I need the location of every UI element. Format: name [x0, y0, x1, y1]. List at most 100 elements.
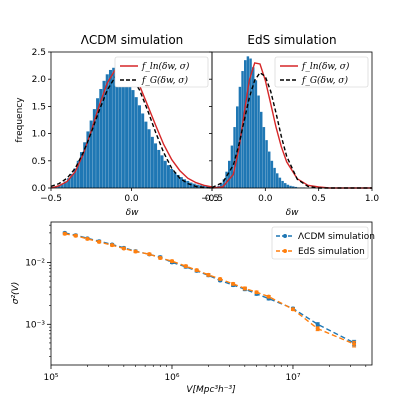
lcdm-hist-bar [183, 179, 187, 188]
lcdm-xtick-label: 0.5 [205, 194, 219, 204]
variance-eds-point [169, 259, 174, 264]
panel-lcdm-xlabel: δw [126, 208, 140, 218]
panel-lcdm-legend-g-label: f_G(δw, σ) [141, 75, 188, 86]
variance-xtick-label: 10⁵ [43, 373, 58, 383]
panel-eds-frame [211, 51, 373, 189]
lcdm-hist-bar [137, 105, 141, 188]
eds-hist-bar [284, 183, 287, 188]
variance-eds-point [206, 272, 211, 277]
lcdm-hist-bar [157, 149, 161, 188]
lcdm-hist-bar [63, 181, 67, 188]
panel-lcdm-title: ΛCDM simulation [81, 33, 184, 47]
panel-lcdm-plot-area [50, 64, 213, 189]
panel-variance-legend-lcdm-marker [283, 234, 287, 238]
eds-hist-bar [278, 177, 282, 188]
panel-eds-title: EdS simulation [247, 33, 336, 47]
lcdm-hist-bar [73, 168, 77, 188]
variance-eds-point [85, 236, 90, 241]
eds-xtick-label: 1.0 [365, 194, 380, 204]
lcdm-hist-bar [170, 168, 174, 188]
variance-lcdm-point [315, 322, 320, 327]
lcdm-ytick-label: 1.5 [32, 102, 46, 112]
eds-hist-bar [241, 71, 244, 188]
lcdm-ytick-label: 0.0 [32, 184, 47, 194]
lcdm-hist-bar [67, 178, 71, 188]
eds-hist-bar [292, 186, 295, 188]
panel-eds-legend: f_ln(δw, σ) f_G(δw, σ) [274, 56, 369, 88]
lcdm-hist-bar [125, 77, 129, 188]
variance-eds-point [183, 264, 188, 269]
lcdm-hist-bar [141, 113, 145, 188]
eds-hist-bar [233, 127, 236, 188]
lcdm-hist-bar [176, 174, 180, 188]
lcdm-hist-bar [89, 120, 93, 188]
variance-eds-point [242, 286, 247, 291]
eds-hist-bar [273, 167, 276, 188]
eds-hist-bar [257, 95, 260, 188]
panel-variance-legend-eds-marker [283, 249, 287, 253]
lcdm-xtick-label: 0.0 [124, 194, 139, 204]
variance-eds-point [62, 231, 67, 236]
lcdm-hist-bar [160, 155, 164, 188]
panel-variance-plot-area [62, 230, 357, 348]
lcdm-hist-bar [102, 80, 106, 188]
eds-hist-bar [289, 185, 292, 188]
lcdm-hist-bar [166, 165, 170, 188]
panel-variance-ticks: 10⁵ 10⁶ 10⁷ 10⁻³ 10⁻² [25, 224, 367, 383]
variance-eds-point [254, 290, 259, 295]
lcdm-xtick-label: −0.5 [40, 194, 62, 204]
panel-lcdm-legend: f_ln(δw, σ) f_G(δw, σ) [114, 56, 209, 88]
eds-hist-bar [281, 180, 284, 188]
panel-eds-legend-g-label: f_G(δw, σ) [301, 75, 348, 86]
lcdm-ytick-label: 0.5 [32, 157, 46, 167]
eds-hist-bar [252, 67, 255, 188]
panel-eds-xlabel: δw [286, 208, 300, 218]
lcdm-hist-bar [105, 74, 109, 188]
eds-hist-bar [249, 58, 252, 188]
panel-lcdm-ylabel: frequency [15, 97, 25, 143]
variance-eds-point [133, 249, 138, 254]
eds-hist-bar [260, 111, 263, 188]
lcdm-hist-bar [115, 67, 119, 188]
eds-hist-bar [244, 60, 247, 188]
variance-eds-point [147, 252, 152, 257]
lcdm-ytick-label: 2.5 [32, 48, 46, 58]
panel-variance-legend: ΛCDM simulation EdS simulation [271, 226, 375, 260]
eds-hist-bar [246, 56, 250, 188]
eds-hist-bar [262, 127, 266, 188]
lcdm-hist-bar [96, 98, 100, 188]
panel-variance-ylabel: σ²(V) [11, 282, 21, 305]
variance-eds-point [110, 243, 115, 248]
eds-hist-bar [286, 184, 290, 188]
eds-xtick-label: −0.5 [201, 194, 223, 204]
eds-lognormal-curve [211, 62, 372, 189]
lcdm-hist-bar [179, 177, 183, 188]
eds-hist-bar [268, 151, 271, 188]
eds-xtick-label: 0.0 [258, 194, 273, 204]
panel-lcdm-legend-ln-label: f_ln(δw, σ) [141, 61, 190, 72]
variance-eds-point [97, 239, 102, 244]
lcdm-hist-bar [186, 180, 190, 188]
lcdm-hist-bar [128, 83, 132, 188]
lcdm-hist-bar [99, 88, 103, 188]
lcdm-hist-bar [76, 160, 80, 188]
eds-hist-bar [294, 186, 298, 188]
eds-hist-bar [228, 160, 231, 188]
lcdm-ytick-label: 2.0 [32, 75, 47, 85]
variance-eds-point [73, 233, 78, 238]
variance-xtick-label: 10⁷ [285, 373, 300, 383]
lcdm-ytick-label: 1.0 [32, 130, 47, 140]
variance-eds-point [121, 246, 126, 251]
eds-hist-bar [220, 183, 223, 188]
panel-variance-legend-lcdm-label: ΛCDM simulation [298, 232, 375, 242]
panel-variance-frame [50, 221, 373, 366]
panel-variance: σ²(V) V[Mpc³h⁻³] 10⁵ 10⁶ 10⁷ 10⁻³ 10⁻² ΛCDM … [11, 221, 375, 395]
lcdm-hist-bar [147, 129, 151, 188]
lcdm-hist-bar [70, 173, 74, 188]
variance-eds-point [352, 342, 357, 347]
lcdm-hist-bar [154, 143, 158, 188]
panel-lcdm-histogram: ΛCDM simulation frequency δw −0.5 0.0 0.50… [15, 33, 219, 218]
lcdm-hist-bar [79, 152, 83, 188]
lcdm-hist-bar [57, 185, 61, 188]
